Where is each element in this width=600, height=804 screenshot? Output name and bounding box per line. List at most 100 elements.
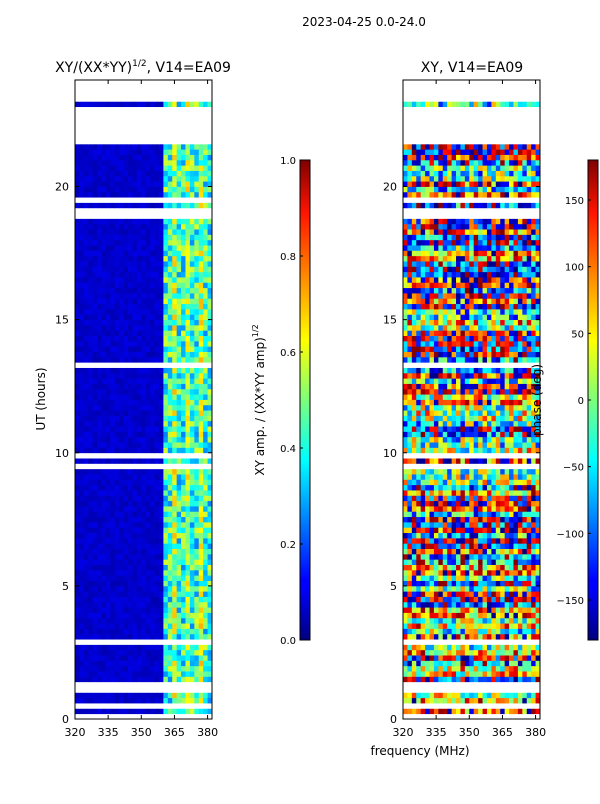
amp-cell bbox=[128, 650, 133, 656]
amp-cell bbox=[141, 202, 146, 208]
amp-cell bbox=[106, 298, 111, 304]
amp-cell bbox=[93, 415, 98, 421]
amp-cell bbox=[168, 133, 173, 139]
amp-cell bbox=[110, 139, 115, 145]
amp-cell bbox=[119, 155, 124, 161]
amp-cell bbox=[177, 431, 182, 437]
phase-cell bbox=[531, 655, 536, 661]
amp-cell bbox=[102, 352, 107, 358]
phase-cell bbox=[500, 628, 505, 634]
amp-cell bbox=[93, 245, 98, 251]
amp-cell bbox=[106, 202, 111, 208]
amp-cell bbox=[168, 501, 173, 507]
amp-cell bbox=[146, 155, 151, 161]
amp-cell bbox=[159, 346, 164, 352]
phase-cell bbox=[438, 613, 443, 619]
amp-cell bbox=[199, 171, 204, 177]
amp-cell bbox=[168, 208, 173, 214]
amp-cell bbox=[181, 160, 186, 166]
amp-cell bbox=[128, 218, 133, 224]
amp-cell bbox=[199, 197, 204, 203]
amp-cell bbox=[102, 538, 107, 544]
amp-cell bbox=[119, 554, 124, 560]
amp-cell bbox=[159, 394, 164, 400]
phase-cell bbox=[474, 527, 479, 533]
amp-cell bbox=[150, 676, 155, 682]
amp-cell bbox=[155, 378, 160, 384]
amp-cell bbox=[172, 107, 177, 113]
phase-cell bbox=[531, 591, 536, 597]
phase-cell bbox=[496, 682, 501, 688]
amp-cell bbox=[102, 368, 107, 374]
phase-cell bbox=[447, 655, 452, 661]
amp-cell bbox=[102, 415, 107, 421]
amp-cell bbox=[106, 144, 111, 150]
amp-cell bbox=[155, 506, 160, 512]
amp-cell bbox=[185, 282, 190, 288]
amp-cell bbox=[115, 400, 120, 406]
amp-cell bbox=[150, 128, 155, 134]
amp-cell bbox=[132, 336, 137, 342]
amp-cell bbox=[128, 314, 133, 320]
amp-cell bbox=[93, 591, 98, 597]
amp-cell bbox=[194, 708, 199, 714]
phase-cell bbox=[416, 703, 421, 709]
amp-cell bbox=[150, 229, 155, 235]
amp-cell bbox=[185, 479, 190, 485]
amp-cell bbox=[141, 192, 146, 198]
amp-cell bbox=[194, 650, 199, 656]
phase-cell bbox=[407, 660, 412, 666]
phase-cell bbox=[509, 634, 514, 640]
amp-cell bbox=[141, 352, 146, 358]
amp-cell bbox=[159, 107, 164, 113]
phase-cell bbox=[531, 644, 536, 650]
amp-cell bbox=[155, 485, 160, 491]
phase-cell bbox=[447, 533, 452, 539]
amp-cell bbox=[110, 671, 115, 677]
amp-cell bbox=[97, 346, 102, 352]
phase-cell bbox=[505, 602, 510, 608]
amp-cell bbox=[110, 613, 115, 619]
amp-cell bbox=[88, 607, 93, 613]
amp-cell bbox=[119, 708, 124, 714]
phase-cell bbox=[518, 591, 523, 597]
amp-cell bbox=[88, 655, 93, 661]
amp-cell bbox=[119, 80, 124, 86]
phase-cell bbox=[430, 698, 435, 704]
amp-cell bbox=[88, 549, 93, 555]
amp-cell bbox=[115, 107, 120, 113]
phase-cell bbox=[425, 628, 430, 634]
amp-cell bbox=[124, 325, 129, 331]
amp-cell bbox=[181, 623, 186, 629]
amp-cell bbox=[168, 197, 173, 203]
amp-cell bbox=[155, 112, 160, 118]
phase-cell bbox=[527, 687, 532, 693]
amp-cell bbox=[84, 117, 89, 123]
amp-cell bbox=[168, 165, 173, 171]
amp-cell bbox=[150, 107, 155, 113]
amp-cell bbox=[110, 229, 115, 235]
amp-cell bbox=[132, 565, 137, 571]
phase-cell bbox=[421, 692, 426, 698]
amp-cell bbox=[168, 708, 173, 714]
amp-cell bbox=[84, 538, 89, 544]
amp-cell bbox=[102, 634, 107, 640]
phase-cell bbox=[518, 538, 523, 544]
phase-cell bbox=[407, 623, 412, 629]
amp-cell bbox=[150, 431, 155, 437]
phase-cell bbox=[522, 671, 527, 677]
amp-cell bbox=[128, 570, 133, 576]
amp-cell bbox=[128, 591, 133, 597]
phase-cell bbox=[509, 628, 514, 634]
amp-cell bbox=[124, 277, 129, 283]
amp-cell bbox=[150, 602, 155, 608]
amp-cell bbox=[163, 187, 168, 193]
phase-cell bbox=[483, 543, 488, 549]
phase-cell bbox=[483, 639, 488, 645]
amp-cell bbox=[75, 708, 80, 714]
amp-colorbar-label: XY amp. / (XX*YY amp)1/2 bbox=[251, 324, 267, 475]
amp-cell bbox=[84, 277, 89, 283]
amp-cell bbox=[163, 362, 168, 368]
phase-cell bbox=[456, 591, 461, 597]
amp-cell bbox=[194, 437, 199, 443]
